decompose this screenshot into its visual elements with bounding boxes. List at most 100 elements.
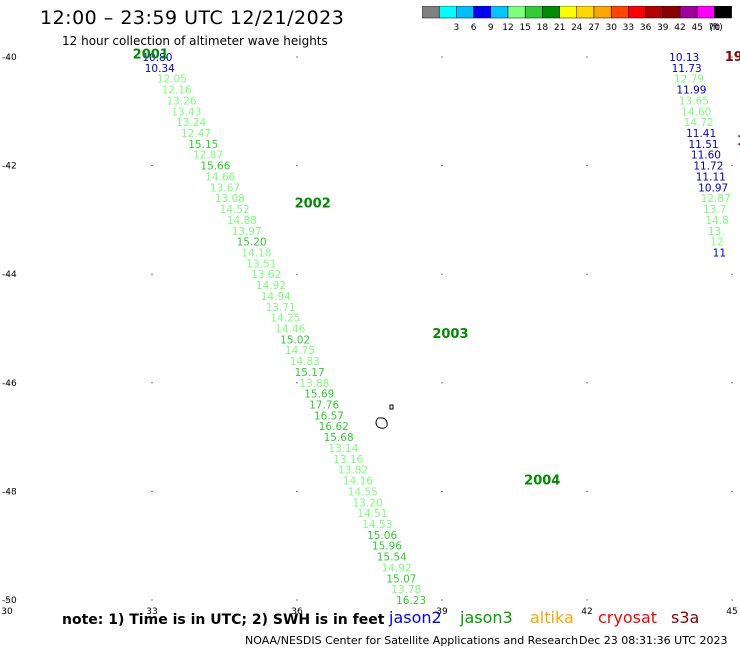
grid-mark <box>151 599 153 601</box>
grid-mark <box>151 165 153 167</box>
wave-height-value: 13.71 <box>266 302 296 314</box>
y-tick-label: -50 <box>2 596 17 606</box>
wave-height-value: 12.87 <box>701 193 731 205</box>
wave-height-value: 11.41 <box>686 128 716 140</box>
wave-height-value: 14.53 <box>362 519 392 531</box>
wave-height-value: 10.80 <box>142 52 172 64</box>
wave-height-value: 13.88 <box>299 378 329 390</box>
grid-mark <box>296 56 298 58</box>
islet-outline <box>389 404 394 410</box>
colorbar-tick-label: 27 <box>588 23 599 33</box>
wave-height-value: 13.51 <box>246 258 276 270</box>
wave-height-value: 14.72 <box>684 117 714 129</box>
wave-height-value: 14.52 <box>220 204 250 216</box>
wave-height-value: 16.62 <box>319 421 349 433</box>
wave-height-value: 11.73 <box>672 63 702 75</box>
wave-height-value: 15.20 <box>237 237 267 249</box>
color-legend: 3 6 9 12 15 18 21 24 27 30 33 36 39 42 45 70(ft) <box>422 6 732 33</box>
wave-height-value: 12 <box>710 237 723 249</box>
grid-mark <box>586 165 588 167</box>
grid-mark <box>296 490 298 492</box>
pass-time-label: 2004 <box>524 474 560 489</box>
wave-height-value: 14.51 <box>357 508 387 520</box>
footnote: note: 1) Time is in UTC; 2) SWH is in fe… <box>62 612 385 628</box>
grid-mark <box>441 273 443 275</box>
wave-height-value: 13.67 <box>210 182 240 194</box>
wave-height-value: 15.17 <box>295 367 325 379</box>
legend-cryosat: cryosat <box>598 608 658 627</box>
data-points: 10.8010.3412.0512.1613.2613.4313.2412.47… <box>142 52 730 607</box>
wave-height-value: 15.02 <box>280 334 310 346</box>
grid-mark <box>441 599 443 601</box>
grid-mark <box>151 273 153 275</box>
grid-mark <box>151 382 153 384</box>
y-tick-label: -46 <box>2 379 17 389</box>
wave-height-value: 10.13 <box>669 52 699 64</box>
wave-height-value: 15.07 <box>386 573 416 585</box>
colorbar-tick-label: 15 <box>519 23 530 33</box>
generated-timestamp: Dec 23 08:31:36 UTC 2023 <box>579 634 728 647</box>
colorbar-tick-label: 45 <box>691 23 702 33</box>
y-tick-label: -44 <box>2 270 17 280</box>
wave-height-value: 11.11 <box>696 171 726 183</box>
grid-mark <box>6 56 8 58</box>
pass-time-label: 19 <box>737 134 740 149</box>
wave-height-value: 15.66 <box>200 161 230 173</box>
grid-mark <box>6 490 8 492</box>
colorbar-tick-label: 18 <box>537 23 549 33</box>
colorbar-tick-label: 70 <box>709 23 721 33</box>
wave-height-value: 15.68 <box>324 432 354 444</box>
colorbar-tick-label: 30 <box>605 23 617 33</box>
wave-height-value: 13.08 <box>215 193 245 205</box>
wave-height-value: 13.43 <box>171 106 201 118</box>
wave-height-value: 13.14 <box>328 443 358 455</box>
colorbar-tick-label: 9 <box>488 23 494 33</box>
grid-mark <box>586 490 588 492</box>
grid-mark <box>6 273 8 275</box>
grid-mark <box>586 56 588 58</box>
y-tick-label: -48 <box>2 487 17 497</box>
wave-height-value: 15.69 <box>304 389 334 401</box>
colorbar-tick-label: 12 <box>502 23 513 33</box>
grid-mark <box>586 599 588 601</box>
grid-mark <box>731 382 733 384</box>
wave-height-value: 14.8 <box>705 215 728 227</box>
colorbar-tick-label: 24 <box>571 23 583 33</box>
y-tick-label: -40 <box>2 53 17 63</box>
wave-height-value: 11.51 <box>689 139 719 151</box>
wave-height-value: 14.88 <box>227 215 257 227</box>
wave-height-value: 11 <box>713 247 726 259</box>
colorbar-tick-label: 39 <box>657 23 669 33</box>
grid-mark <box>731 165 733 167</box>
wave-height-value: 16.57 <box>314 410 344 422</box>
x-tick-label: 36 <box>291 607 303 617</box>
wave-height-value: 14.46 <box>275 324 305 336</box>
wave-height-value: 13.97 <box>232 226 262 238</box>
colorbar-tick-label: 33 <box>623 23 634 33</box>
grid-mark <box>6 165 8 167</box>
grid-mark <box>731 490 733 492</box>
legend-jason2: jason2 <box>389 608 442 627</box>
grid-mark <box>441 165 443 167</box>
wave-height-value: 11.99 <box>676 85 706 97</box>
colorbar-tick-label: 3 <box>454 23 460 33</box>
grid-mark <box>731 273 733 275</box>
x-tick-label: 39 <box>436 607 448 617</box>
credit-text: NOAA/NESDIS Center for Satellite Applica… <box>245 634 579 647</box>
legend-jason3: jason3 <box>460 608 513 627</box>
chart-subtitle: 12 hour collection of altimeter wave hei… <box>62 34 328 48</box>
grid-mark <box>296 599 298 601</box>
wave-height-value: 14.55 <box>348 486 378 498</box>
grid-mark <box>586 273 588 275</box>
grid-mark <box>441 56 443 58</box>
wave-height-value: 14.92 <box>256 280 286 292</box>
wave-height-value: 15.06 <box>367 530 397 542</box>
pass-time-label: 2003 <box>432 327 468 342</box>
wave-height-value: 13.65 <box>679 95 709 107</box>
x-tick-label: 30 <box>1 607 13 617</box>
pass-time-label: 2002 <box>295 197 331 212</box>
y-tick-label: -42 <box>2 162 17 172</box>
wave-height-value: 12.16 <box>162 85 192 97</box>
x-tick-label: 42 <box>581 607 592 617</box>
colorbar-swatch <box>714 6 732 19</box>
